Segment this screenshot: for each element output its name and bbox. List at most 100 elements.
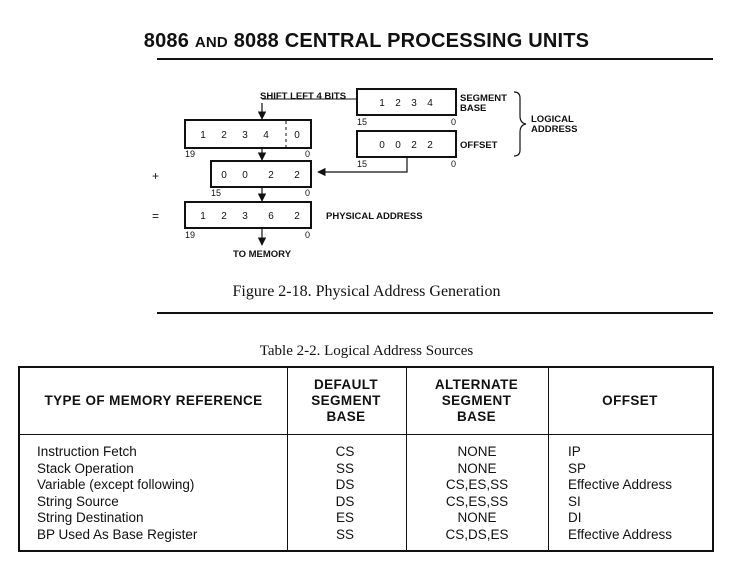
offset-digits: 0 0 2 2 (379, 140, 433, 151)
header-line: BASE (456, 409, 497, 424)
segment-base-label: SEGMENT (460, 93, 507, 104)
physical-register (184, 201, 312, 229)
segment-lo-bit: 0 (451, 117, 456, 127)
table-row: Variable (except following) DS CS,ES,SS … (20, 477, 712, 494)
figure-caption: Figure 2-18. Physical Address Generation (232, 283, 501, 300)
segment-digit: 3 (411, 98, 417, 109)
segment-digit: 2 (395, 98, 401, 109)
added-digit: 0 (242, 170, 248, 181)
column-divider (548, 368, 549, 550)
table-body: Instruction Fetch CS NONE IP Stack Opera… (20, 444, 712, 544)
shift-left-label: SHIFT LEFT 4 BITS (260, 91, 346, 102)
page-title-part-2: AND (194, 34, 228, 51)
logical-brace (513, 91, 527, 157)
logical-address-sources-table: TYPE OF MEMORY REFERENCE DEFAULT SEGMENT… (18, 366, 714, 552)
physical-digit: 2 (221, 211, 227, 222)
segment-digits: 1 2 3 4 (379, 98, 433, 109)
added-digits: 0 0 2 2 (221, 170, 300, 181)
logical-address-label: ADDRESS (531, 124, 577, 135)
offset-digit: 2 (427, 140, 433, 151)
cell-default: SS (335, 460, 354, 476)
cell-default: SS (335, 526, 354, 542)
cell-offset: Effective Address (568, 526, 673, 542)
offset-hi-bit: 15 (357, 159, 367, 169)
page-title-part-1: 8086 (143, 30, 190, 52)
table-row: BP Used As Base Register SS CS,DS,ES Eff… (20, 527, 712, 544)
cell-type: Variable (except following) (37, 477, 195, 493)
added-digit: 2 (268, 170, 274, 181)
shifted-digit: 1 (200, 130, 206, 141)
offset-digit: 0 (379, 140, 385, 151)
added-digit: 2 (294, 170, 300, 181)
offset-digit: 2 (411, 140, 417, 151)
cell-type: BP Used As Base Register (37, 526, 198, 542)
cell-offset: DI (568, 510, 582, 526)
physical-hi-bit: 19 (185, 230, 195, 240)
table-title: Table 2-2. Logical Address Sources (259, 343, 474, 359)
cell-default: DS (335, 477, 355, 493)
shifted-digit: 4 (263, 130, 269, 141)
physical-digit: 3 (242, 211, 248, 222)
shifted-digits: 1 2 3 4 0 (200, 130, 300, 141)
page-title-part-3: 8088 CENTRAL PROCESSING UNITS (233, 30, 590, 52)
header-type: TYPE OF MEMORY REFERENCE (20, 368, 287, 434)
cell-offset: SI (568, 493, 581, 509)
table-row: String Destination ES NONE DI (20, 510, 712, 527)
offset-label: OFFSET (460, 140, 498, 151)
offset-digit: 0 (395, 140, 401, 151)
segment-digit: 1 (379, 98, 385, 109)
physical-digit: 6 (268, 211, 274, 222)
added-digit: 0 (221, 170, 227, 181)
physical-digit: 2 (294, 211, 300, 222)
segment-base-label: BASE (460, 103, 486, 114)
cell-type: String Destination (37, 510, 144, 526)
cell-type: String Source (37, 493, 119, 509)
address-generation-diagram: SHIFT LEFT 4 BITS 1 2 3 4 15 0 SEGMENT B… (152, 88, 577, 260)
page-title: 8086 AND 8088 CENTRAL PROCESSING UNITS (0, 30, 733, 53)
logical-address-label: LOGICAL (531, 114, 574, 125)
header-type-text: TYPE OF MEMORY REFERENCE (44, 393, 263, 408)
header-alternate-segment: ALTERNATE SEGMENT BASE (406, 368, 547, 434)
cell-default: ES (335, 510, 354, 526)
physical-address-label: PHYSICAL ADDRESS (326, 211, 423, 222)
plus-sign: + (152, 169, 159, 183)
header-line: ALTERNATE (434, 377, 519, 392)
shifted-digit: 3 (242, 130, 248, 141)
cell-type: Instruction Fetch (37, 444, 137, 459)
added-lo-bit: 0 (305, 188, 310, 198)
added-hi-bit: 15 (211, 188, 221, 198)
header-rule (157, 58, 713, 60)
cell-alternate: NONE (457, 460, 497, 476)
cell-alternate: CS,DS,ES (445, 526, 509, 542)
segment-hi-bit: 15 (357, 117, 367, 127)
table-row: String Source DS CS,ES,SS SI (20, 494, 712, 511)
cell-default: DS (335, 493, 355, 509)
cell-offset: Effective Address (568, 477, 673, 493)
header-line: SEGMENT (311, 393, 381, 408)
shifted-lo-bit: 0 (305, 149, 310, 159)
offset-lo-bit: 0 (451, 159, 456, 169)
shifted-digit: 2 (221, 130, 227, 141)
header-default-segment: DEFAULT SEGMENT BASE (287, 368, 405, 434)
header-offset-text: OFFSET (602, 393, 658, 408)
cell-alternate: CS,ES,SS (445, 493, 509, 509)
segment-register (356, 88, 457, 116)
header-divider (20, 434, 712, 435)
offset-register (356, 130, 457, 158)
physical-digits: 1 2 3 6 2 (200, 211, 300, 222)
added-register (210, 160, 312, 188)
cell-alternate: NONE (457, 444, 497, 459)
equals-sign: = (152, 209, 159, 223)
physical-digit: 1 (200, 211, 206, 222)
cell-alternate: NONE (457, 510, 497, 526)
cell-offset: SP (568, 460, 587, 476)
physical-lo-bit: 0 (305, 230, 310, 240)
shifted-digit: 0 (294, 130, 300, 141)
offset-arrow-line (317, 158, 408, 177)
column-divider (406, 368, 407, 550)
table-row: Stack Operation SS NONE SP (20, 461, 712, 478)
cell-alternate: CS,ES,SS (445, 477, 509, 493)
header-line: BASE (326, 409, 366, 424)
header-offset: OFFSET (548, 368, 712, 434)
header-line: SEGMENT (441, 393, 512, 408)
